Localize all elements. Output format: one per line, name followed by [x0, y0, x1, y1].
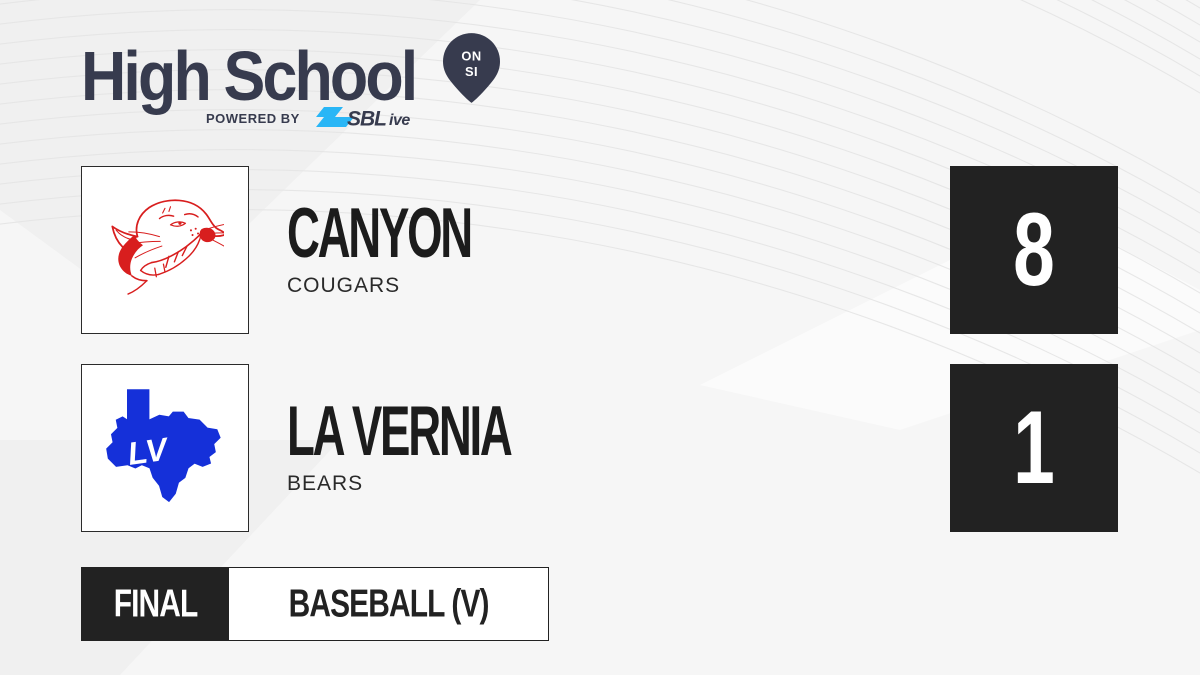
svg-text:ON: ON	[461, 48, 481, 63]
svg-text:LV: LV	[126, 430, 172, 471]
svg-text:SI: SI	[465, 63, 478, 78]
